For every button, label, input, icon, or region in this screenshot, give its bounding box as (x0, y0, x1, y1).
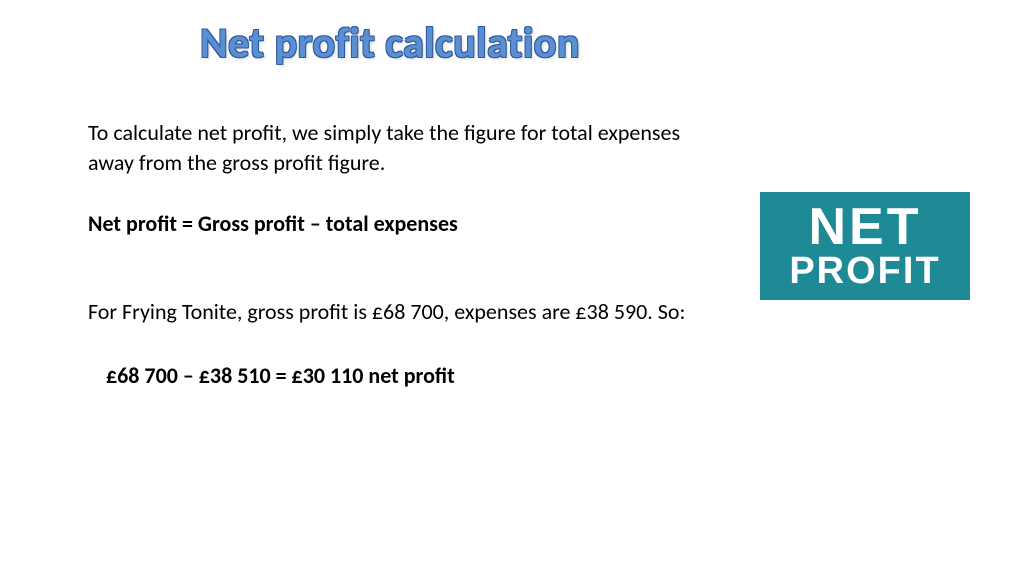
calculation-text: £68 700 – £38 510 = £30 110 net profit (88, 361, 708, 391)
slide-title: Net profit calculation (200, 18, 580, 69)
logo-line-1: NET (809, 204, 922, 252)
slide-body: To calculate net profit, we simply take … (88, 118, 708, 390)
example-paragraph: For Frying Tonite, gross profit is £68 7… (88, 297, 708, 327)
net-profit-logo: NET PROFIT (760, 192, 970, 300)
logo-line-2: PROFIT (789, 252, 940, 290)
formula-text: Net profit = Gross profit – total expens… (88, 209, 708, 239)
intro-paragraph: To calculate net profit, we simply take … (88, 118, 708, 177)
